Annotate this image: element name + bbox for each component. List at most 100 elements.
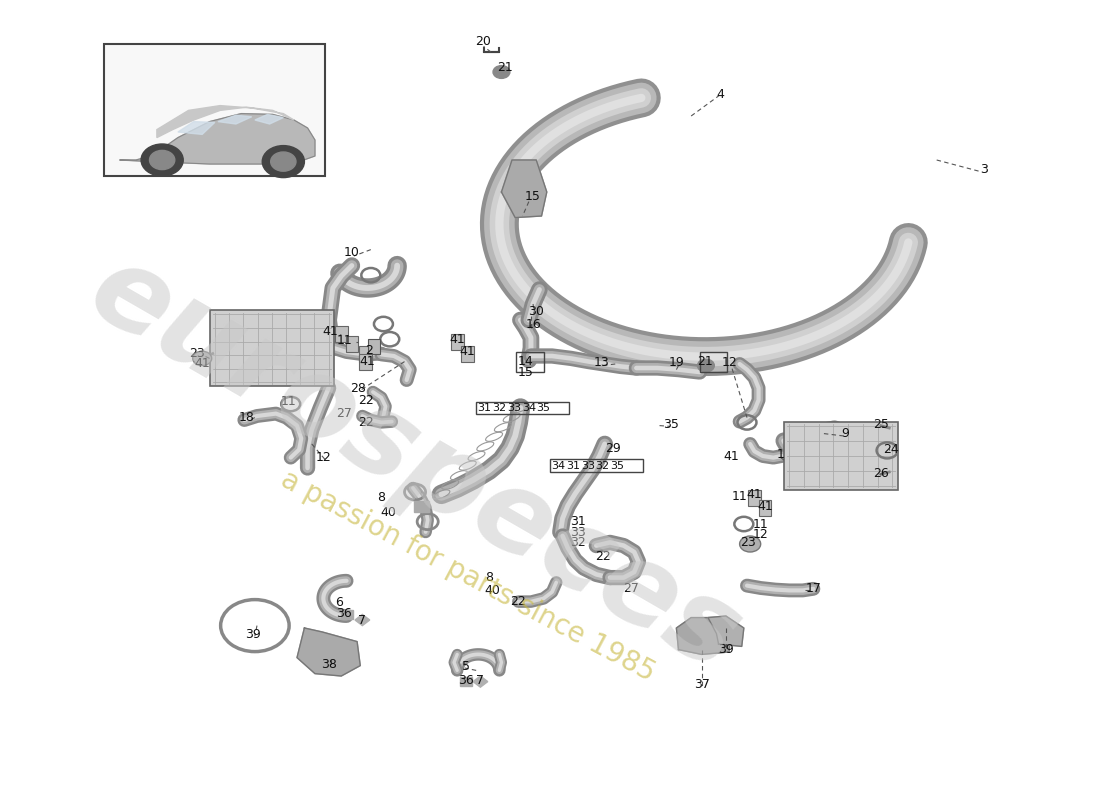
Text: 36: 36 [458, 674, 473, 686]
Circle shape [739, 536, 761, 552]
Circle shape [150, 150, 175, 170]
Text: 3: 3 [980, 163, 988, 176]
Text: 7: 7 [476, 674, 484, 686]
Text: 32: 32 [595, 461, 609, 470]
Text: 22: 22 [510, 595, 526, 608]
Text: 25: 25 [873, 418, 889, 430]
Text: 8: 8 [377, 491, 385, 504]
Text: 6: 6 [336, 596, 343, 609]
Polygon shape [178, 122, 215, 134]
Text: 13: 13 [594, 356, 609, 369]
Text: 24: 24 [883, 443, 899, 456]
Circle shape [262, 146, 305, 178]
Text: 26: 26 [873, 467, 889, 480]
Text: 2: 2 [365, 344, 373, 357]
Text: a passion for parts since 1985: a passion for parts since 1985 [276, 465, 660, 687]
Bar [345, 336, 359, 352]
Bar [759, 500, 771, 516]
Text: 41: 41 [323, 325, 339, 338]
Bar [461, 346, 474, 362]
Circle shape [192, 351, 211, 366]
Text: 12: 12 [316, 451, 331, 464]
Bar [367, 339, 381, 354]
Text: 15: 15 [518, 366, 534, 379]
Polygon shape [676, 618, 732, 654]
Bar [104, 44, 326, 176]
Text: 31: 31 [566, 461, 580, 470]
Bar [748, 490, 761, 506]
Text: 11: 11 [280, 395, 297, 408]
Text: 22: 22 [358, 394, 373, 406]
Text: 41: 41 [360, 355, 375, 368]
Text: 10: 10 [344, 246, 360, 259]
Text: 34: 34 [551, 461, 565, 470]
Text: 35: 35 [610, 461, 625, 470]
Text: 12: 12 [722, 356, 737, 369]
Text: 16: 16 [525, 318, 541, 330]
Text: 40: 40 [484, 584, 499, 597]
Text: 22: 22 [595, 550, 610, 562]
Bar [336, 326, 348, 342]
Text: 35: 35 [537, 403, 551, 413]
Bar [360, 354, 372, 370]
Text: 37: 37 [694, 678, 710, 690]
Text: 41: 41 [747, 488, 762, 501]
Text: 17: 17 [805, 582, 822, 594]
Text: 36: 36 [337, 607, 352, 620]
Text: 19: 19 [669, 356, 684, 369]
Circle shape [271, 152, 296, 171]
Bar [516, 352, 543, 372]
Bar [476, 402, 569, 414]
Text: 27: 27 [337, 407, 352, 420]
Text: 9: 9 [842, 427, 849, 440]
Polygon shape [255, 114, 284, 124]
Text: 14: 14 [518, 355, 534, 368]
Text: 32: 32 [571, 536, 586, 549]
Text: 4: 4 [717, 88, 725, 101]
Text: 35: 35 [663, 418, 679, 430]
Bar [451, 334, 463, 350]
Polygon shape [218, 115, 252, 124]
Polygon shape [502, 160, 547, 218]
Text: 21: 21 [497, 61, 513, 74]
Text: 12: 12 [752, 528, 769, 541]
Polygon shape [120, 114, 315, 164]
Text: 23: 23 [740, 536, 756, 549]
Text: 41: 41 [449, 333, 465, 346]
Text: 33: 33 [581, 461, 595, 470]
Text: eurospeces: eurospeces [70, 233, 760, 695]
Bar [360, 346, 372, 362]
Bar [700, 352, 727, 372]
Text: 39: 39 [245, 628, 261, 641]
Text: 41: 41 [757, 500, 773, 513]
Bar [210, 310, 334, 386]
Text: 41: 41 [195, 358, 210, 370]
Text: 33: 33 [571, 526, 586, 538]
Text: 34: 34 [521, 403, 536, 413]
Polygon shape [157, 106, 294, 138]
Polygon shape [297, 628, 361, 676]
Text: 7: 7 [359, 614, 366, 626]
Bar [550, 459, 642, 472]
Text: 11: 11 [732, 490, 748, 502]
Text: 40: 40 [381, 506, 397, 518]
Text: 8: 8 [485, 571, 493, 584]
Text: 33: 33 [507, 403, 521, 413]
Circle shape [493, 66, 510, 78]
Text: 29: 29 [605, 442, 621, 454]
Text: 11: 11 [337, 334, 352, 347]
Text: 18: 18 [239, 411, 254, 424]
Text: 22: 22 [358, 416, 373, 429]
Polygon shape [708, 616, 744, 646]
Text: 38: 38 [321, 658, 337, 670]
Text: 28: 28 [350, 382, 366, 394]
Text: 31: 31 [477, 403, 492, 413]
Bar [784, 422, 898, 490]
Text: 11: 11 [752, 518, 769, 530]
Text: 27: 27 [623, 582, 639, 594]
Text: 41: 41 [724, 450, 739, 462]
Text: 21: 21 [697, 355, 713, 368]
Text: 20: 20 [475, 35, 492, 48]
Circle shape [141, 144, 184, 176]
Circle shape [697, 359, 714, 372]
